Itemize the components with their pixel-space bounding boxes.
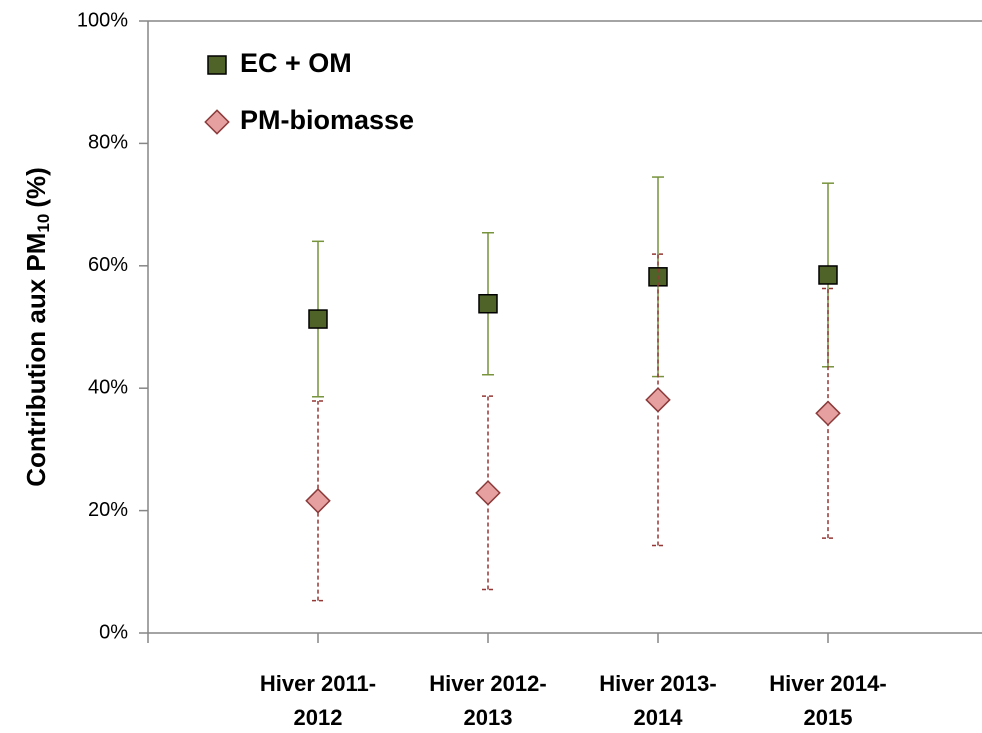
- y-tick-label: 60%: [88, 254, 128, 276]
- y-label-text: Contribution aux PM: [21, 233, 51, 487]
- marker: [305, 488, 331, 514]
- y-tick-label: 0%: [99, 621, 128, 643]
- error-bar: [652, 253, 664, 547]
- x-tick-label: Hiver 2012-2013: [429, 671, 547, 730]
- y-label-subscript: 10: [34, 214, 53, 233]
- marker: [478, 293, 498, 314]
- marker: [818, 265, 838, 285]
- x-tick-label: Hiver 2013-2014: [599, 671, 717, 730]
- x-tick-label: Hiver 2014-2015: [769, 671, 887, 730]
- y-tick-label: 80%: [88, 132, 128, 154]
- legend-marker: [207, 55, 227, 75]
- y-label-suffix: (%): [21, 167, 51, 207]
- marker: [475, 480, 501, 506]
- y-tick-label: 40%: [88, 376, 128, 398]
- y-axis-label: Contribution aux PM10 (%): [21, 167, 54, 487]
- error-bar: [482, 395, 494, 591]
- legend-label: EC + OM: [240, 48, 352, 78]
- marker: [308, 309, 328, 329]
- marker: [815, 400, 841, 427]
- x-tick-label: Hiver 2011-2012: [259, 671, 377, 730]
- y-tick-label: 20%: [88, 499, 128, 521]
- legend-label: PM-biomasse: [240, 105, 414, 135]
- error-bar: [822, 287, 834, 539]
- marker: [645, 387, 671, 413]
- legend-marker: [204, 109, 230, 135]
- y-tick-label: 100%: [77, 9, 128, 31]
